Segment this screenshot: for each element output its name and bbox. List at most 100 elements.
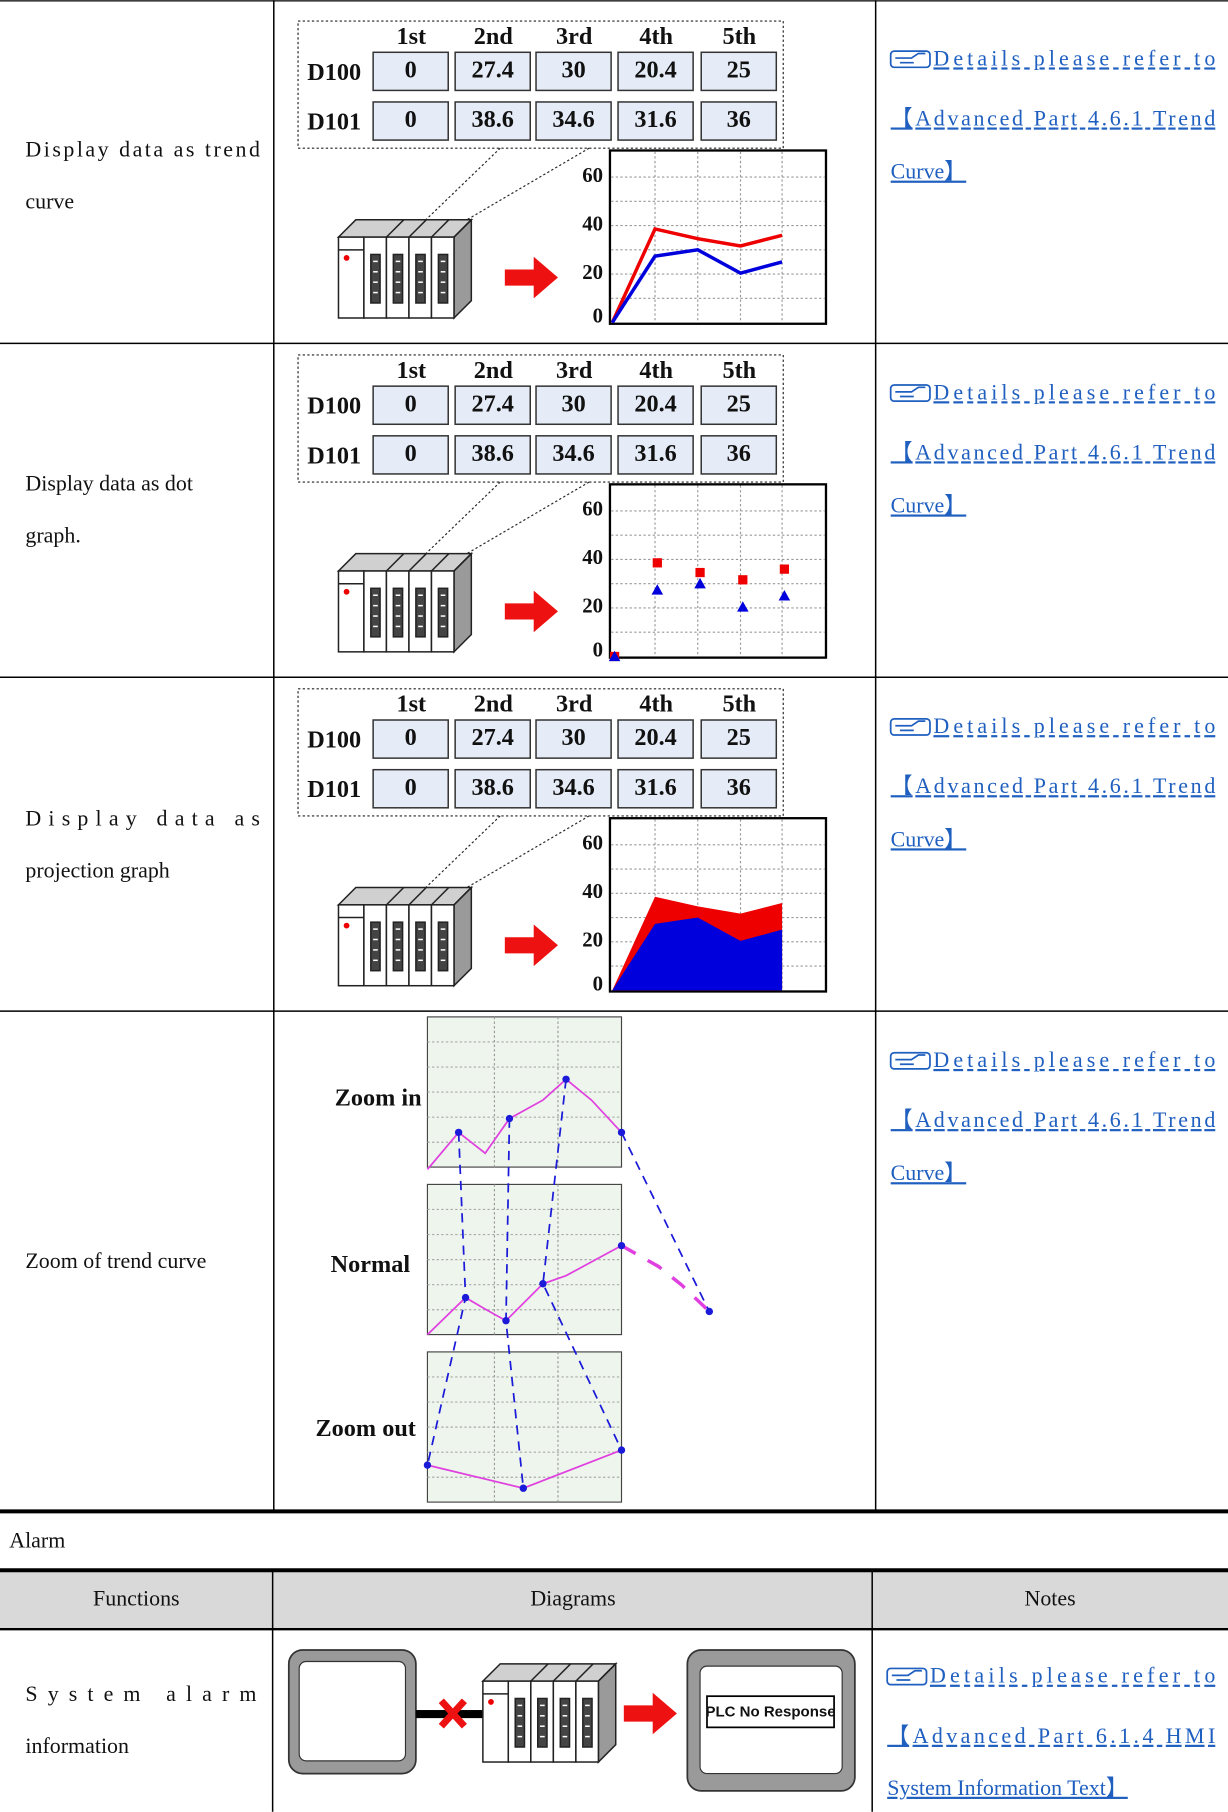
trend-curve-ext	[620, 1244, 711, 1313]
cell-value: 0	[405, 390, 417, 417]
chart-frame	[608, 483, 828, 659]
function-text: information	[25, 1733, 129, 1758]
header: Functions	[93, 1585, 180, 1610]
function-text: Display data as trend	[25, 137, 260, 162]
cell-value: 25	[727, 390, 751, 417]
zoom-point	[617, 1128, 626, 1137]
header-fill	[0, 1571, 1228, 1630]
y-tick-label: 60	[582, 832, 603, 855]
icon-hand	[895, 52, 926, 64]
note-link[interactable]: 【Advanced Part 4.6.1 Trend	[891, 439, 1216, 464]
note-link[interactable]: System Information Text】	[887, 1775, 1128, 1800]
note-link[interactable]: 【Advanced Part 4.6.1 Trend	[891, 773, 1216, 798]
note-link[interactable]: 【Advanced Part 4.6.1 Trend	[891, 105, 1216, 130]
cell-value: 31.6	[634, 440, 676, 467]
plc-slot	[437, 253, 449, 304]
column-header: 3rd	[556, 357, 593, 384]
hand-icon	[886, 1667, 928, 1686]
register-label: D101	[307, 108, 361, 135]
column-header: 4th	[639, 23, 673, 50]
register-label: D100	[307, 59, 361, 86]
cell-value: 20.4	[634, 56, 676, 83]
value-cell	[454, 51, 531, 92]
cell-value: 27.4	[471, 724, 513, 751]
value-cell	[617, 385, 694, 426]
column-header: 5th	[722, 23, 756, 50]
note-link[interactable]: Details please refer to	[930, 1663, 1215, 1688]
plc-slot	[415, 587, 426, 638]
red-arrow	[504, 590, 558, 633]
note-link[interactable]: Curve】	[891, 492, 967, 517]
hmi-screen	[298, 1660, 407, 1762]
callout-line	[427, 147, 590, 244]
plc-edge	[430, 219, 450, 238]
plc-module	[337, 904, 365, 987]
callout-line	[427, 481, 590, 578]
cell-value: 25	[727, 56, 751, 83]
note-link[interactable]: Details please refer to	[933, 713, 1215, 738]
plc-edge	[597, 1663, 617, 1682]
cell-value: 34.6	[552, 774, 594, 801]
column-header: 5th	[722, 357, 756, 384]
value-cell	[617, 768, 694, 809]
hand-icon	[889, 1051, 931, 1070]
cell-value: 20.4	[634, 724, 676, 751]
plc-slot	[415, 921, 426, 972]
function-text: Display data as	[25, 806, 260, 831]
note-link[interactable]: 【Advanced Part 6.1.4 HMI	[887, 1723, 1215, 1748]
plc-top	[481, 1663, 618, 1682]
cell-value: 27.4	[471, 390, 513, 417]
plc-edge	[430, 553, 450, 572]
column-header: 4th	[639, 357, 673, 384]
zoom-point	[562, 1075, 570, 1083]
note-link[interactable]: Curve】	[891, 1160, 967, 1185]
value-cell	[535, 101, 612, 141]
callout-box	[297, 688, 784, 817]
dot-triangle	[737, 601, 749, 612]
note-link[interactable]: 【Advanced Part 4.6.1 Trend	[891, 1107, 1216, 1132]
column-header: 1st	[396, 357, 426, 384]
value-cell	[454, 719, 531, 759]
y-tick-label: 20	[582, 261, 603, 284]
note-link[interactable]: Details please refer to	[933, 379, 1215, 404]
cell-value: 27.4	[471, 56, 513, 83]
value-cell	[535, 51, 612, 92]
note-link[interactable]: Curve】	[891, 826, 967, 851]
plc-slot	[370, 921, 381, 972]
dot-triangle	[694, 577, 706, 589]
zoom-label: Normal	[331, 1251, 411, 1278]
value-cell	[535, 385, 612, 426]
column-header: 1st	[396, 691, 426, 718]
dot-square	[779, 564, 790, 574]
cell-value: 0	[405, 774, 417, 801]
value-cell	[372, 719, 449, 759]
note-link[interactable]: Curve】	[891, 159, 967, 184]
plc-edge	[385, 553, 405, 572]
y-tick-label: 40	[582, 212, 603, 235]
column-header: 2nd	[474, 23, 514, 50]
note-link[interactable]: Details please refer to	[933, 1047, 1215, 1072]
zoom-link	[542, 1079, 623, 1451]
cell-value: 30	[561, 724, 585, 751]
value-cell	[372, 101, 449, 141]
value-cell	[372, 385, 449, 426]
column-header: 4th	[639, 691, 673, 718]
alarm-message: PLC No Response	[706, 1703, 836, 1720]
plc-slot	[392, 253, 404, 304]
cell-value: 0	[405, 106, 417, 133]
plc-edge	[530, 1663, 549, 1682]
cell-value: 20.4	[634, 390, 676, 417]
value-cell	[617, 51, 694, 92]
cell-value: 0	[405, 56, 417, 83]
value-cell	[535, 768, 612, 809]
cell-value: 34.6	[552, 106, 594, 133]
note-link[interactable]: Details please refer to	[933, 45, 1215, 70]
chart-frame	[608, 149, 828, 325]
plc-edge	[408, 219, 427, 238]
cell-value: 0	[405, 724, 417, 751]
plc-led	[343, 588, 350, 595]
plc-edge	[385, 219, 405, 238]
y-tick-label: 20	[582, 595, 603, 618]
